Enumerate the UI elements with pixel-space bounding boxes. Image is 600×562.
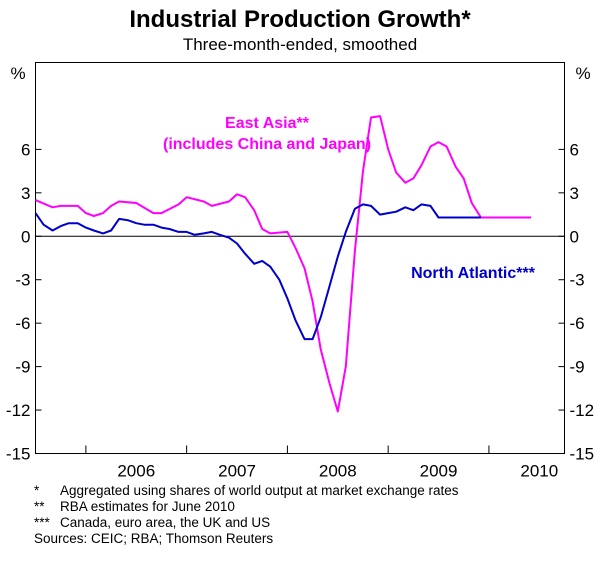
y-tick-label-left: -3	[15, 271, 30, 290]
y-tick-label-left: 6	[21, 140, 30, 159]
y-tick-label-right: -6	[570, 314, 585, 333]
y-tick-label-left: -9	[15, 358, 30, 377]
y-axis-unit-left: %	[10, 64, 25, 83]
footnote-1-text: Aggregated using shares of world output …	[60, 483, 459, 498]
y-tick-label-left: 3	[21, 184, 30, 203]
x-tick-label: 2007	[218, 462, 256, 481]
series-line-0	[35, 115, 532, 413]
x-tick-label: 2006	[117, 462, 155, 481]
footnote-2-mark: **	[34, 499, 45, 514]
x-tick-label: 2009	[420, 462, 458, 481]
y-tick-label-left: -12	[6, 401, 31, 420]
chart-title: Industrial Production Growth*	[129, 6, 471, 33]
series-line-1	[34, 203, 481, 341]
y-tick-label-right: -9	[570, 358, 585, 377]
y-tick-label-right: -12	[570, 401, 595, 420]
footnote-2-text: RBA estimates for June 2010	[60, 499, 235, 514]
east-asia-label-line-2: (includes China and Japan)	[163, 136, 371, 153]
y-tick-label-left: 0	[21, 227, 30, 246]
y-tick-label-right: 3	[570, 184, 579, 203]
y-tick-label-right: -15	[570, 445, 595, 464]
east-asia-label-line-1: East Asia**	[225, 115, 310, 132]
footnote-3: *** Canada, euro area, the UK and US	[34, 515, 270, 531]
footnote-3-mark: ***	[34, 515, 50, 530]
footnote-3-text: Canada, euro area, the UK and US	[60, 515, 271, 530]
chart-subtitle: Three-month-ended, smoothed	[183, 35, 417, 54]
sources-note: Sources: CEIC; RBA; Thomson Reuters	[34, 531, 274, 546]
north-atlantic-label: North Atlantic***	[411, 265, 536, 282]
x-tick-label: 2008	[319, 462, 357, 481]
east-asia-label: East Asia** (includes China and Japan)	[163, 115, 371, 153]
x-tick-label: 2010	[520, 462, 558, 481]
footnote-2: ** RBA estimates for June 2010	[34, 499, 235, 515]
y-tick-label-right: -3	[570, 271, 585, 290]
series-lines	[34, 115, 532, 413]
axis-ticks: -15 -15 -12 -12 -9 -9 -6 -6 -3 -3 0 0 3 3 6 6 2006 2007 20…	[6, 140, 594, 480]
plot-frame	[35, 62, 565, 454]
footnote-1: * Aggregated using shares of world output…	[34, 483, 459, 499]
y-tick-label-right: 6	[570, 140, 579, 159]
y-axis-unit-right: %	[575, 64, 590, 83]
y-tick-label-left: -15	[6, 445, 31, 464]
y-tick-label-right: 0	[570, 227, 579, 246]
footnote-1-mark: *	[34, 483, 40, 498]
y-tick-label-left: -6	[15, 314, 30, 333]
